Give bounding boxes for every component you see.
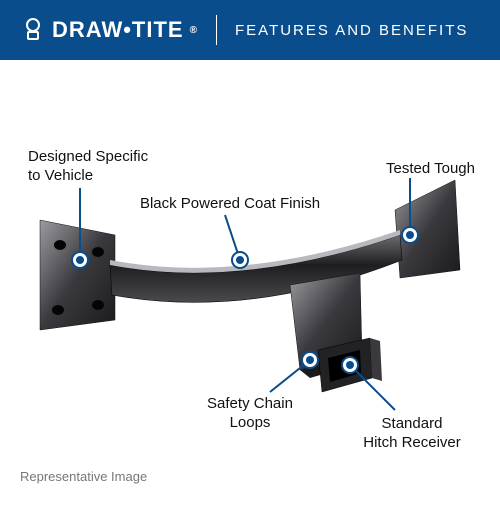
header-subtitle: FEATURES AND BENEFITS: [235, 22, 468, 39]
hitch-ball-icon: [20, 17, 46, 43]
marker-designed: [72, 252, 88, 268]
callout-receiver: StandardHitch Receiver: [347, 415, 477, 453]
marker-tested-tough: [402, 227, 418, 243]
header-divider: [216, 15, 217, 45]
callout-black-finish: Black Powered Coat Finish: [120, 195, 340, 214]
brand-text: DRAW•TITE: [52, 17, 184, 43]
left-plate: [40, 220, 115, 330]
marker-black-finish: [232, 252, 248, 268]
header-bar: DRAW•TITE ® FEATURES AND BENEFITS: [0, 0, 500, 60]
page: DRAW•TITE ® FEATURES AND BENEFITS: [0, 0, 500, 500]
marker-chain-loops: [302, 352, 318, 368]
representative-note: Representative Image: [20, 469, 147, 484]
callout-designed: Designed Specificto Vehicle: [28, 148, 168, 186]
diagram-area: Designed Specificto Vehicle Black Powered…: [0, 60, 500, 500]
callout-chain-loops: Safety ChainLoops: [195, 395, 305, 433]
brand-logo: DRAW•TITE ®: [20, 17, 198, 43]
registered-mark: ®: [190, 25, 198, 36]
callout-tested-tough: Tested Tough: [355, 160, 475, 179]
marker-receiver: [342, 357, 358, 373]
